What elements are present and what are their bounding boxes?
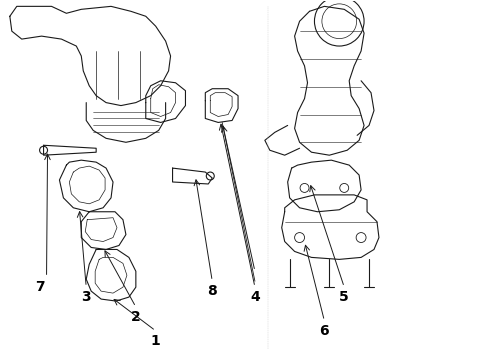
- Text: 4: 4: [250, 290, 260, 304]
- Text: 2: 2: [131, 310, 141, 324]
- Text: 7: 7: [35, 280, 45, 294]
- Text: 8: 8: [207, 284, 217, 298]
- Text: 3: 3: [81, 290, 91, 304]
- Text: 5: 5: [340, 290, 349, 304]
- Text: 6: 6: [319, 324, 329, 338]
- Text: 1: 1: [151, 334, 161, 348]
